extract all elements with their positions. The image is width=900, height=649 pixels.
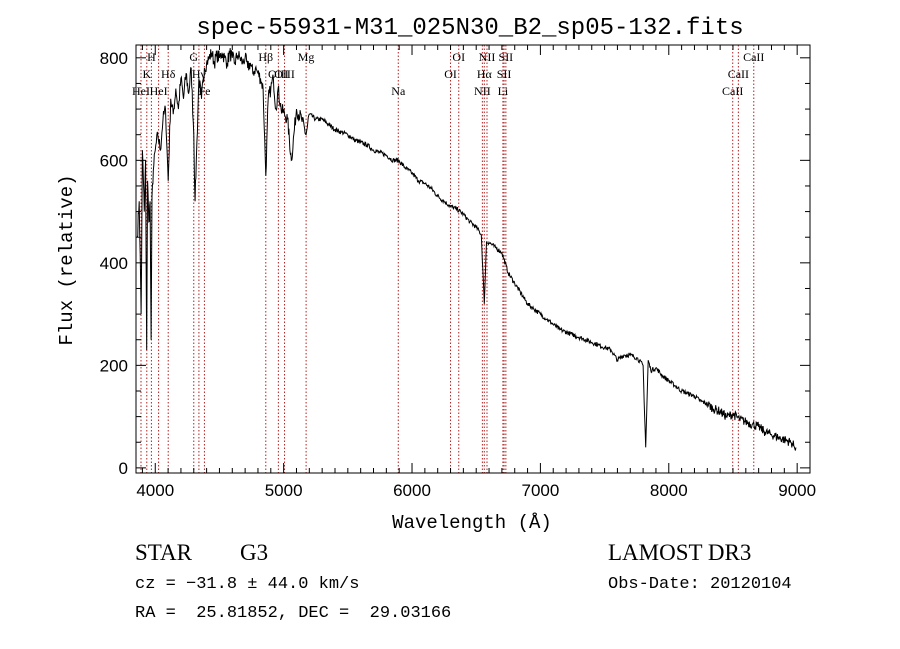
- chart-title: spec-55931-M31_025N30_B2_sp05-132.fits: [196, 15, 743, 42]
- plot-frame: [135, 44, 811, 474]
- line-label-16: Hα: [477, 67, 493, 81]
- x-tick-label-1: 5000: [265, 481, 303, 500]
- survey-name: LAMOST DR3: [608, 540, 752, 565]
- line-label-21: CaII: [722, 84, 743, 98]
- line-label-11: Mg: [298, 50, 315, 64]
- line-label-4: Hδ: [161, 67, 176, 81]
- line-label-17: NII: [479, 50, 496, 64]
- x-tick-label-4: 8000: [650, 481, 688, 500]
- x-tick-label-2: 6000: [393, 481, 431, 500]
- line-label-6: Hγ: [192, 67, 207, 81]
- line-label-15: NII: [474, 84, 491, 98]
- y-axis: 0 200 400 600 800: [100, 49, 810, 478]
- coordinates-text: RA = 25.81852, DEC = 29.03166: [135, 604, 452, 623]
- redshift-text: cz = −31.8 ± 44.0 km/s: [135, 575, 360, 594]
- x-tick-label-5: 9000: [778, 481, 816, 500]
- line-label-13: OI: [444, 67, 457, 81]
- x-axis-label: Wavelength (Å): [392, 512, 552, 534]
- y-tick-label-2: 400: [100, 254, 128, 273]
- object-class: STAR: [135, 540, 192, 565]
- line-label-8: Hβ: [258, 50, 273, 64]
- y-tick-label-3: 600: [100, 151, 128, 170]
- line-label-14: OI: [452, 50, 465, 64]
- object-subclass: G3: [240, 540, 269, 565]
- y-tick-label-1: 200: [100, 356, 128, 375]
- reference-lines: [140, 45, 755, 473]
- obs-date-text: Obs-Date: 20120104: [608, 575, 792, 594]
- x-tick-label-3: 7000: [521, 481, 559, 500]
- y-axis-label: Flux (relative): [56, 174, 78, 345]
- line-label-22: CaII: [728, 67, 749, 81]
- line-label-2: H: [147, 50, 156, 64]
- line-label-20: SII: [499, 50, 514, 64]
- line-label-18: Li: [498, 84, 509, 98]
- line-label-12: Na: [391, 84, 406, 98]
- line-label-0: HeI: [132, 84, 150, 98]
- line-label-19: SII: [497, 67, 512, 81]
- x-tick-label-0: 4000: [136, 481, 174, 500]
- y-tick-label-4: 800: [100, 49, 128, 68]
- line-label-10: OIII: [274, 67, 295, 81]
- line-label-3: HeI: [150, 84, 168, 98]
- line-labels: HeIKHHeIHδGHγFeHβOIIIOIIIMgNaOIOINIIHαNI…: [132, 50, 764, 98]
- flux-series-line: [136, 48, 797, 451]
- y-tick-label-0: 0: [119, 459, 128, 478]
- line-label-5: G: [189, 50, 198, 64]
- line-label-1: K: [142, 67, 151, 81]
- x-axis: 4000 5000 6000 7000 8000 9000: [136, 45, 816, 500]
- line-label-23: CaII: [743, 50, 764, 64]
